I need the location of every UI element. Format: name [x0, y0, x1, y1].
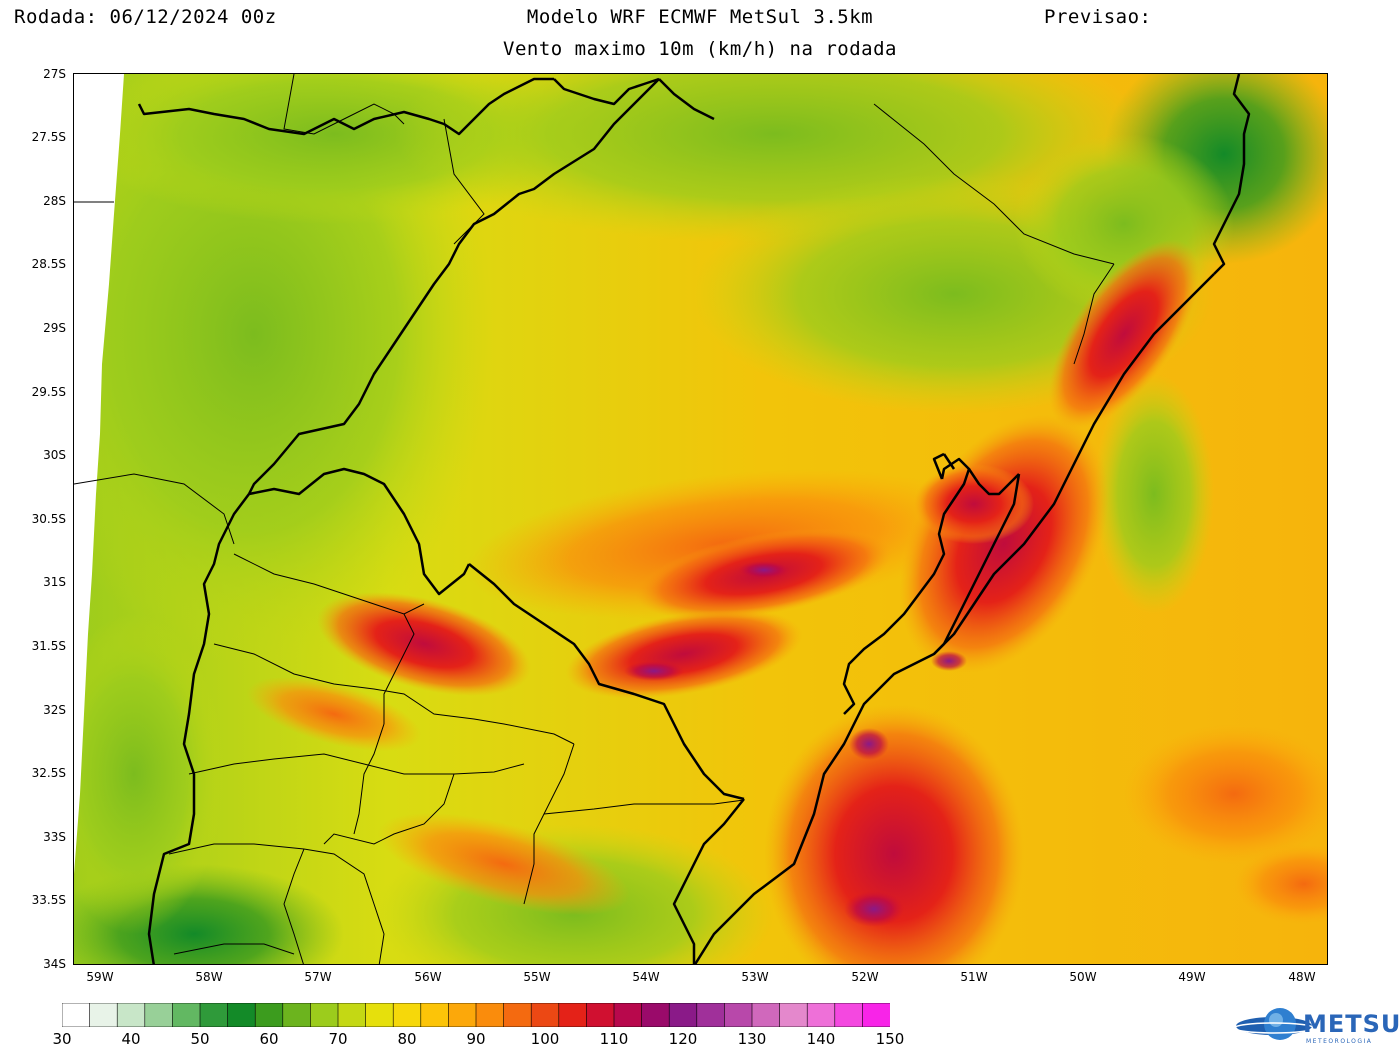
- colorbar-swatch: [668, 1003, 698, 1027]
- colorbar-swatch: [779, 1003, 808, 1027]
- lat-label: 29S: [43, 321, 66, 335]
- model-title: Modelo WRF ECMWF MetSul 3.5km: [526, 6, 874, 28]
- colorbar: [62, 1003, 890, 1027]
- colorbar-swatch: [862, 1003, 890, 1027]
- colorbar-swatch: [751, 1003, 781, 1027]
- colorbar-swatch: [613, 1003, 643, 1027]
- colorbar-swatch: [641, 1003, 670, 1027]
- colorbar-swatch: [806, 1003, 836, 1027]
- lon-label: 55W: [523, 970, 551, 984]
- lat-label: 30.5S: [31, 512, 66, 526]
- lat-label: 32S: [43, 703, 66, 717]
- metsul-globe-icon: [1233, 1008, 1315, 1040]
- colorbar-swatch: [227, 1003, 257, 1027]
- colorbar-label: 150: [875, 1030, 905, 1048]
- colorbar-label: 110: [599, 1030, 629, 1048]
- colorbar-label: 50: [190, 1030, 210, 1048]
- forecast-label: Previsao:: [1044, 6, 1152, 28]
- colorbar-swatch: [558, 1003, 588, 1027]
- lon-label: 49W: [1178, 970, 1206, 984]
- lat-label: 30S: [43, 448, 66, 462]
- colorbar-swatch: [448, 1003, 477, 1027]
- lon-label: 51W: [960, 970, 988, 984]
- wind-map[interactable]: [73, 73, 1328, 965]
- colorbar-label: 40: [121, 1030, 141, 1048]
- lat-label: 31S: [43, 575, 66, 589]
- lat-label: 33S: [43, 830, 66, 844]
- colorbar-swatch: [144, 1003, 174, 1027]
- colorbar-label: 130: [737, 1030, 767, 1048]
- colorbar-swatch: [365, 1003, 395, 1027]
- colorbar-label: 100: [530, 1030, 560, 1048]
- colorbar-label: 70: [328, 1030, 348, 1048]
- colorbar-swatch: [834, 1003, 864, 1027]
- colorbar-swatch: [310, 1003, 339, 1027]
- colorbar-swatch: [89, 1003, 119, 1027]
- logo-name: METSUL: [1303, 1010, 1400, 1038]
- lon-label: 59W: [86, 970, 114, 984]
- colorbar-swatch: [420, 1003, 450, 1027]
- lon-label: 48W: [1288, 970, 1316, 984]
- colorbar-swatch: [254, 1003, 284, 1027]
- colorbar-label: 80: [397, 1030, 417, 1048]
- colorbar-label: 90: [466, 1030, 486, 1048]
- lat-label: 27S: [43, 67, 66, 81]
- lat-label: 28S: [43, 194, 66, 208]
- lat-label: 28.5S: [31, 257, 66, 271]
- wind-field-svg: [74, 74, 1327, 964]
- lat-label: 32.5S: [31, 766, 66, 780]
- lon-label: 57W: [304, 970, 332, 984]
- colorbar-swatch: [116, 1003, 146, 1027]
- colorbar-swatch: [696, 1003, 726, 1027]
- lon-label: 54W: [632, 970, 660, 984]
- lat-label: 29.5S: [31, 385, 66, 399]
- run-date-label: Rodada: 06/12/2024 00z: [14, 6, 277, 28]
- map-subtitle: Vento maximo 10m (km/h) na rodada: [503, 38, 897, 60]
- colorbar-swatch: [475, 1003, 505, 1027]
- colorbar-swatch: [172, 1003, 201, 1027]
- lat-label: 27.5S: [31, 130, 66, 144]
- lon-label: 56W: [414, 970, 442, 984]
- lat-label: 31.5S: [31, 639, 66, 653]
- colorbar-label: 60: [259, 1030, 279, 1048]
- colorbar-label: 140: [806, 1030, 836, 1048]
- colorbar-label: 120: [668, 1030, 698, 1048]
- lon-label: 52W: [851, 970, 879, 984]
- logo-subtitle: METEOROLOGIA: [1306, 1038, 1373, 1045]
- colorbar-swatch: [62, 1003, 91, 1027]
- colorbar-swatch: [282, 1003, 312, 1027]
- colorbar-swatch: [503, 1003, 533, 1027]
- colorbar-swatch: [199, 1003, 229, 1027]
- lat-label: 34S: [43, 957, 66, 971]
- colorbar-swatch: [724, 1003, 753, 1027]
- lon-label: 58W: [195, 970, 223, 984]
- colorbar-swatch: [337, 1003, 367, 1027]
- colorbar-label: 30: [52, 1030, 72, 1048]
- lat-label: 33.5S: [31, 893, 66, 907]
- colorbar-swatch: [392, 1003, 422, 1027]
- lon-label: 50W: [1069, 970, 1097, 984]
- lon-label: 53W: [741, 970, 769, 984]
- colorbar-swatch: [530, 1003, 560, 1027]
- colorbar-swatch: [586, 1003, 615, 1027]
